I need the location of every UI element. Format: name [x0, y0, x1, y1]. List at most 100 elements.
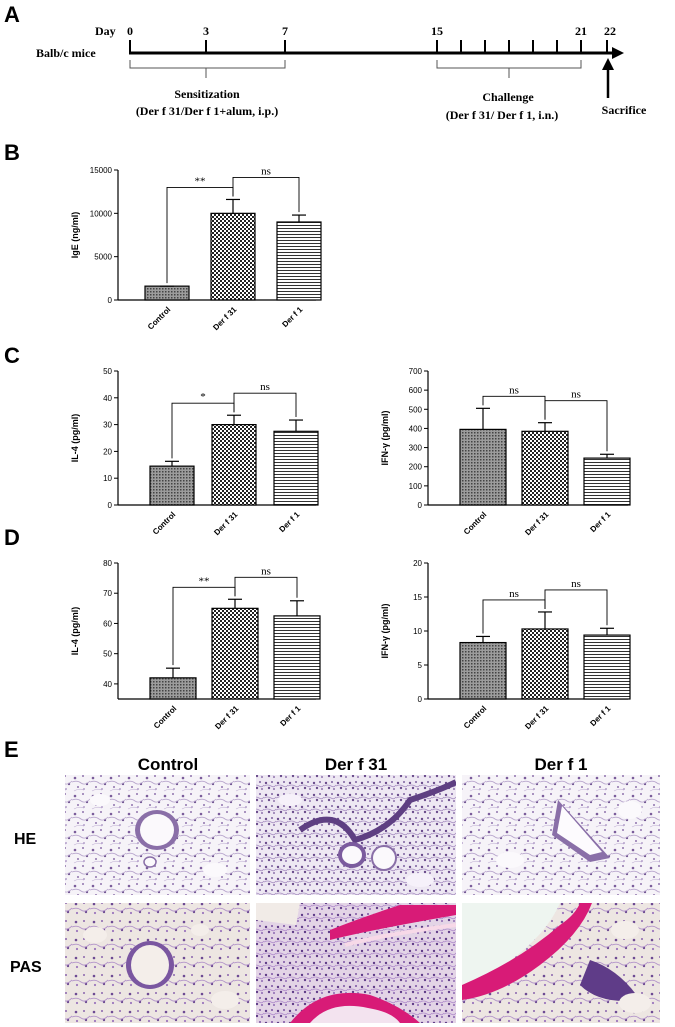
histology-column-label: Der f 1	[535, 755, 588, 774]
y-tick-label: 700	[409, 367, 423, 376]
day-tick-label: 7	[282, 24, 288, 38]
y-tick-label: 600	[409, 386, 423, 395]
x-category-label: Der f 31	[212, 510, 240, 538]
significance-bracket	[544, 400, 608, 452]
day-tick-label: 22	[604, 24, 616, 38]
y-tick-label: 0	[108, 296, 113, 305]
x-category-label: Der f 31	[523, 510, 551, 538]
panel-e: E Control Der f 31 Der f 1 HE PAS	[4, 737, 660, 1023]
y-tick-label: 60	[103, 619, 112, 628]
mice-label: Balb/c mice	[36, 46, 96, 60]
x-category-label: Control	[462, 510, 488, 536]
significance-label: ns	[571, 578, 581, 590]
y-tick-label: 100	[409, 482, 423, 491]
bar	[459, 428, 507, 506]
y-tick-label: 80	[103, 559, 112, 568]
panel-letter-c: C	[4, 343, 20, 368]
x-category-label: Der f 1	[278, 704, 302, 728]
bar	[273, 430, 319, 506]
y-tick-label: 10	[413, 627, 422, 636]
y-tick-label: 5	[418, 661, 423, 670]
bar	[144, 285, 190, 301]
significance-label: **	[195, 175, 206, 187]
sensitization-detail: (Der f 31/Der f 1+alum, i.p.)	[136, 104, 278, 118]
x-category-label: Control	[462, 704, 488, 730]
timeline-ticks	[129, 40, 608, 53]
he-der-f-1-image	[462, 775, 660, 895]
bar	[583, 457, 631, 506]
y-tick-label: 500	[409, 405, 423, 414]
he-der-f-31-image	[256, 775, 456, 895]
y-tick-label: 0	[418, 695, 423, 704]
x-category-label: Der f 1	[588, 510, 612, 534]
y-tick-label: 20	[103, 447, 112, 456]
y-axis-label: IFN-γ (pg/ml)	[380, 604, 390, 659]
y-tick-label: 40	[103, 394, 112, 403]
y-tick-label: 10	[103, 474, 112, 483]
significance-label: ns	[509, 384, 519, 396]
timeline-arrowhead	[612, 47, 624, 59]
panel-letter-d: D	[4, 525, 20, 550]
chart-d-ifng: 0 5 10 15 20 IFN-γ (pg/ml) Control Der f 31 Der …	[380, 559, 631, 731]
significance-bracket	[544, 589, 608, 626]
y-axis-label: IL-4 (pg/ml)	[70, 414, 80, 463]
y-tick-label: 400	[409, 424, 423, 433]
y-tick-label: 15	[413, 593, 422, 602]
y-tick-label: 40	[103, 680, 112, 689]
y-tick-label: 5000	[94, 253, 112, 262]
x-category-label: Control	[151, 510, 177, 536]
sacrifice-label: Sacrifice	[602, 103, 647, 117]
pas-der-f-1-image	[462, 903, 660, 1023]
challenge-title: Challenge	[482, 90, 534, 104]
significance-bracket	[482, 395, 546, 420]
x-category-label: Der f 31	[211, 305, 239, 333]
y-tick-label: 200	[409, 463, 423, 472]
bar	[211, 607, 259, 700]
bar	[273, 615, 321, 700]
bar	[583, 634, 631, 700]
bar	[521, 430, 569, 506]
y-axis-label: IgE (ng/ml)	[70, 212, 80, 259]
sensitization-bracket	[129, 60, 286, 78]
y-tick-label: 0	[418, 501, 423, 510]
significance-label: ns	[509, 588, 519, 600]
bar	[149, 677, 197, 700]
y-axis-label: IFN-γ (pg/ml)	[380, 411, 390, 466]
histology-column-label: Der f 31	[325, 755, 387, 774]
y-tick-label: 30	[103, 421, 112, 430]
x-category-label: Der f 1	[277, 510, 301, 534]
significance-label: ns	[571, 389, 581, 401]
bar	[149, 465, 195, 506]
significance-label: ns	[261, 565, 271, 577]
sensitization-title: Sensitization	[174, 87, 240, 101]
chart-c-ifng: 0 100 200 300 400 500 600 700 IFN-γ (pg/ml) Contr…	[380, 367, 631, 538]
day-label: Day	[95, 24, 116, 38]
y-tick-label: 300	[409, 444, 423, 453]
histology-row-label: HE	[14, 831, 37, 848]
y-tick-label: 50	[103, 650, 112, 659]
day-tick-label: 0	[127, 24, 133, 38]
significance-bracket	[234, 576, 298, 598]
pas-der-f-31-image	[256, 903, 456, 1023]
day-tick-label: 15	[431, 24, 443, 38]
significance-bracket	[232, 177, 300, 213]
panel-letter-a: A	[4, 2, 20, 27]
panel-letter-b: B	[4, 140, 20, 165]
day-tick-label: 3	[203, 24, 209, 38]
y-axis-label: IL-4 (pg/ml)	[70, 607, 80, 656]
chart-ige: 0 5000 10000 15000 IgE (ng/ml) Control Der f 3…	[70, 165, 322, 333]
day-tick-label: 21	[575, 24, 587, 38]
pas-control-image	[65, 903, 250, 1023]
panel-letter-e: E	[4, 737, 19, 762]
x-category-label: Control	[152, 704, 178, 730]
y-tick-label: 20	[413, 559, 422, 568]
significance-label: ns	[261, 165, 271, 177]
he-control-image	[65, 775, 250, 895]
significance-bracket	[233, 392, 297, 418]
x-category-label: Der f 1	[588, 704, 612, 728]
significance-label: *	[200, 391, 206, 403]
histology-column-label: Control	[138, 755, 198, 774]
y-tick-label: 15000	[90, 166, 113, 175]
y-tick-label: 10000	[90, 209, 113, 218]
